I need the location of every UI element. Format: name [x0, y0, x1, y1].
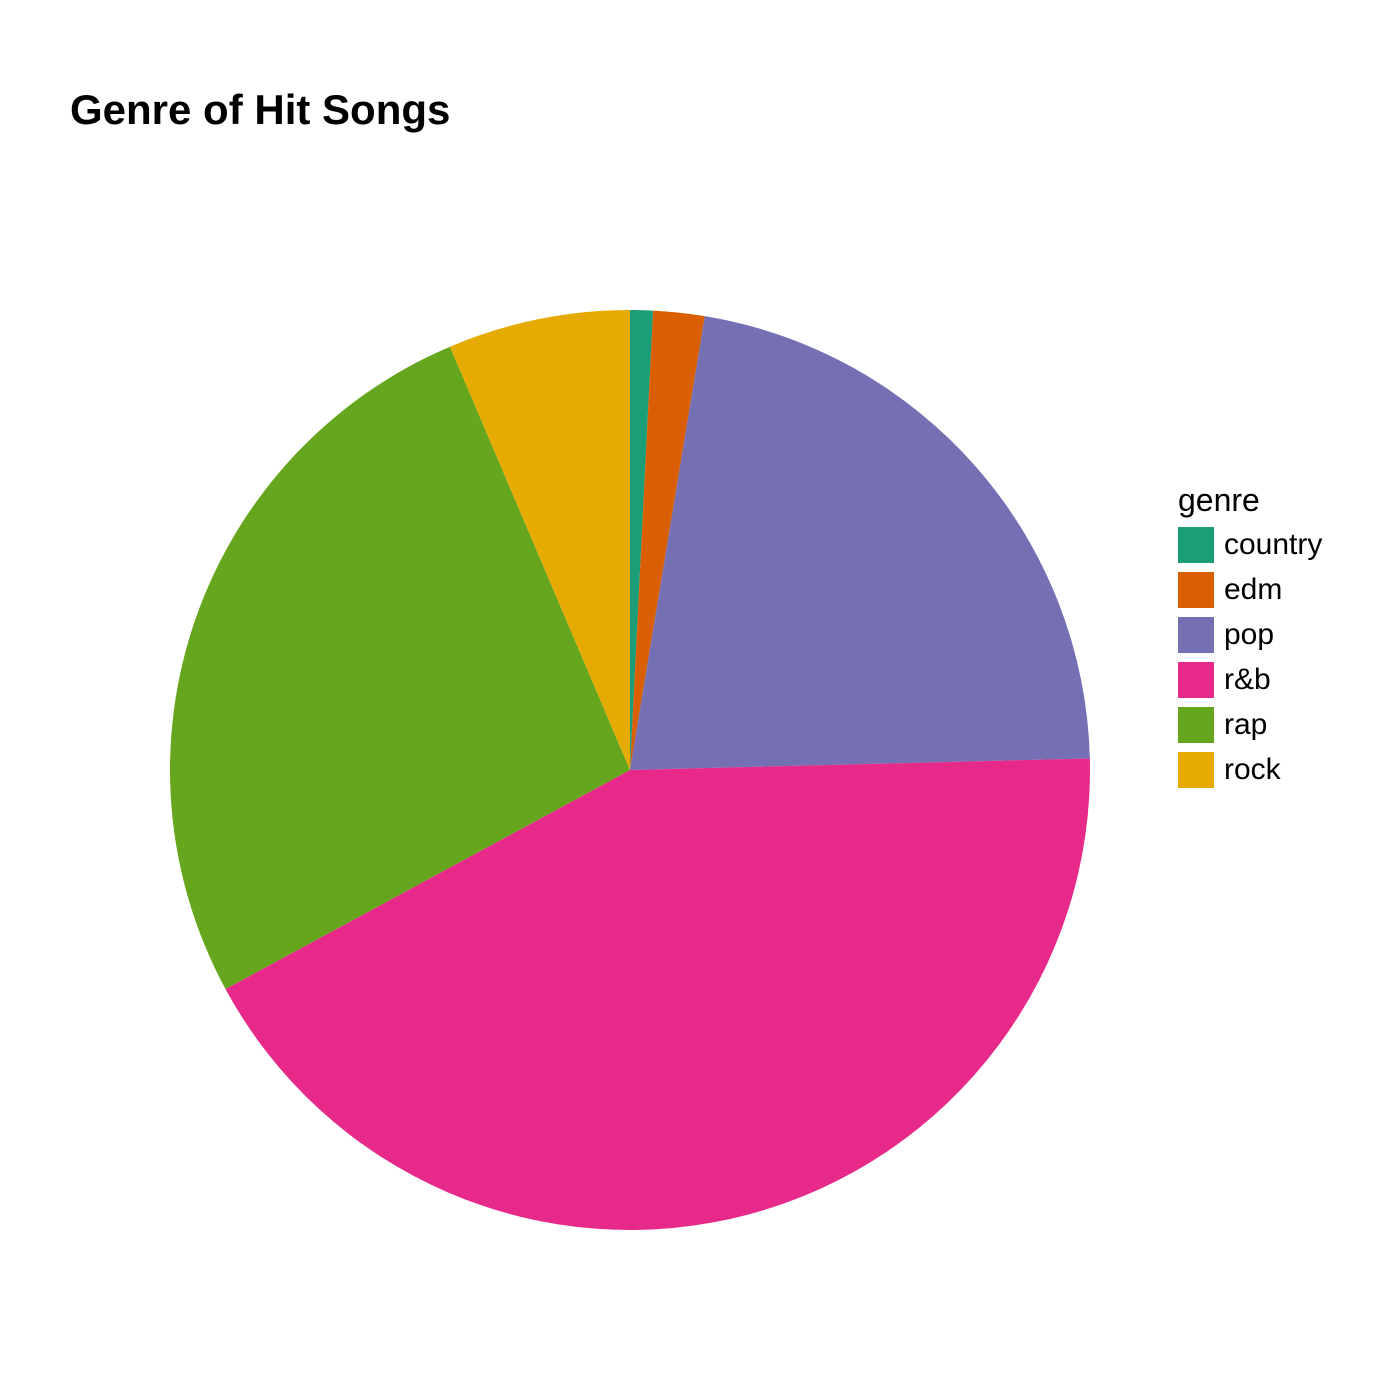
legend-swatch — [1178, 527, 1214, 563]
legend-title: genre — [1178, 482, 1322, 519]
legend-swatch — [1178, 707, 1214, 743]
legend-swatch — [1178, 572, 1214, 608]
legend-label: rock — [1224, 753, 1281, 787]
legend-label: rap — [1224, 708, 1267, 742]
pie-svg — [170, 310, 1090, 1230]
legend-item-r-b: r&b — [1178, 662, 1322, 698]
legend-label: edm — [1224, 573, 1282, 607]
legend-swatch — [1178, 617, 1214, 653]
pie-slice-pop — [630, 316, 1090, 770]
legend-label: pop — [1224, 618, 1274, 652]
legend-items: country edm pop r&b rap rock — [1178, 527, 1322, 788]
legend-item-edm: edm — [1178, 572, 1322, 608]
pie-chart — [170, 310, 1090, 1230]
legend-item-rap: rap — [1178, 707, 1322, 743]
legend-item-pop: pop — [1178, 617, 1322, 653]
legend-item-rock: rock — [1178, 752, 1322, 788]
legend-swatch — [1178, 752, 1214, 788]
chart-canvas: { "chart": { "type": "pie", "title": "Ge… — [0, 0, 1400, 1400]
chart-title: Genre of Hit Songs — [70, 86, 450, 134]
legend-label: country — [1224, 528, 1322, 562]
legend: genre country edm pop r&b rap rock — [1178, 482, 1322, 797]
legend-label: r&b — [1224, 663, 1271, 697]
legend-item-country: country — [1178, 527, 1322, 563]
legend-swatch — [1178, 662, 1214, 698]
